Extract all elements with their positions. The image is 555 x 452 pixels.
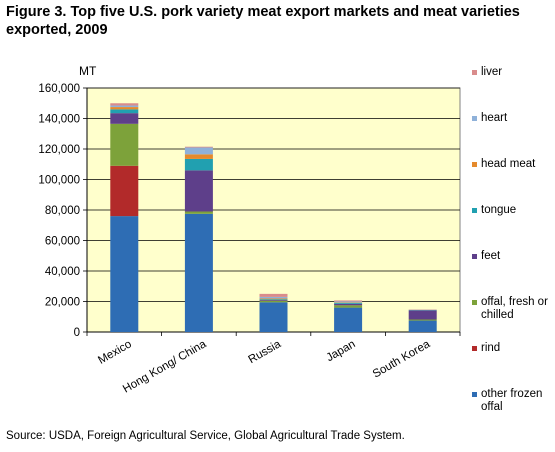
- x-tick-label: Mexico: [96, 338, 134, 367]
- bar-segment: [110, 165, 139, 217]
- legend-label: offal, fresh or chilled: [481, 296, 548, 321]
- x-tick-label: Russia: [247, 338, 284, 366]
- legend-swatch: [472, 300, 477, 305]
- bar-segment: [334, 300, 363, 302]
- legend: liver heart head meat tongue feet offal, fres…: [472, 66, 555, 426]
- bar-segment: [334, 301, 363, 303]
- legend-label: heart: [481, 112, 508, 124]
- legend-label: tongue: [481, 204, 517, 216]
- bar-segment: [408, 320, 437, 332]
- bar-segment: [110, 109, 139, 114]
- bar-segment: [259, 298, 288, 300]
- y-tick-label: 20,000: [45, 297, 80, 309]
- bar-segment: [334, 303, 363, 306]
- y-tick-label: 60,000: [45, 236, 80, 248]
- bar-segment: [408, 319, 437, 321]
- x-tick-label: Hong Kong/ China: [121, 338, 209, 396]
- bar-segment: [334, 305, 363, 308]
- bar-segment: [408, 310, 437, 320]
- legend-label: feet: [481, 250, 501, 262]
- legend-swatch: [472, 162, 477, 167]
- bar-segment: [184, 170, 213, 212]
- y-axis-label: MT: [79, 64, 97, 78]
- legend-swatch: [472, 70, 477, 75]
- y-tick-label: 0: [74, 327, 80, 339]
- x-tick-label: Japan: [324, 338, 357, 364]
- legend-swatch: [472, 254, 477, 259]
- bar-segment: [184, 146, 213, 148]
- bar-segment: [259, 293, 288, 297]
- legend-swatch: [472, 392, 477, 397]
- y-tick-label: 100,000: [38, 175, 80, 187]
- legend-label: liver: [481, 66, 503, 78]
- y-tick-label: 140,000: [38, 114, 80, 126]
- legend-swatch: [472, 346, 477, 351]
- legend-label: head meat: [481, 158, 536, 170]
- chart-title: Figure 3. Top five U.S. pork variety mea…: [6, 4, 520, 38]
- x-tick-label: South Korea: [371, 338, 433, 381]
- legend-swatch: [472, 208, 477, 213]
- bar-segment: [110, 103, 139, 106]
- source-note: Source: USDA, Foreign Agricultural Servi…: [6, 430, 405, 442]
- bar-segment: [184, 147, 213, 155]
- bar-segment: [184, 158, 213, 171]
- legend-swatch: [472, 116, 477, 121]
- bar-segment: [259, 296, 288, 299]
- bar-segment: [110, 105, 139, 108]
- bar-segment: [110, 113, 139, 124]
- bar-segment: [259, 300, 288, 303]
- y-tick-label: 80,000: [45, 205, 80, 217]
- legend-label: other frozen offal: [481, 388, 543, 413]
- bar-segment: [110, 123, 139, 166]
- bar-segment: [110, 216, 139, 332]
- bar-segment: [184, 154, 213, 159]
- bar-segment: [259, 302, 288, 332]
- y-tick-label: 160,000: [38, 83, 80, 95]
- y-tick-label: 120,000: [38, 144, 80, 156]
- bar-segment: [259, 299, 288, 300]
- bar-segment: [334, 302, 363, 304]
- bar-segment: [184, 211, 213, 214]
- bar-segment: [184, 213, 213, 332]
- legend-label: rind: [481, 342, 501, 354]
- bar-segment: [334, 307, 363, 332]
- bar-segment: [110, 107, 139, 110]
- bar-segment: [259, 299, 288, 301]
- y-tick-label: 40,000: [45, 266, 80, 278]
